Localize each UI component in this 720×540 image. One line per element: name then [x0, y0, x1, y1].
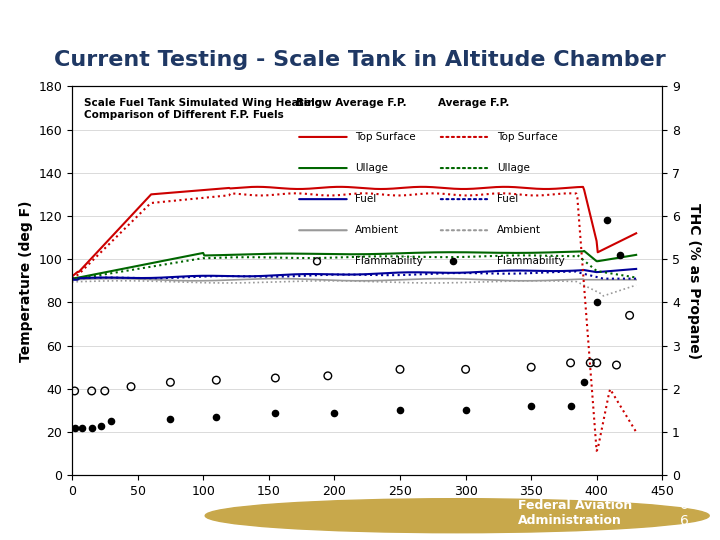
Point: [165, 415, 176, 423]
Text: Below Average F.P.: Below Average F.P.: [297, 98, 407, 108]
Point: [526, 363, 537, 372]
Text: Ullage: Ullage: [356, 163, 388, 173]
Point: [591, 298, 603, 307]
Point: [69, 423, 81, 432]
Point: [269, 374, 281, 382]
Point: [95, 421, 107, 430]
Point: [210, 376, 222, 384]
Point: [564, 359, 576, 367]
Text: Wing Tank Flammability Studies
April 17, 2007: Wing Tank Flammability Studies April 17,…: [14, 502, 192, 524]
Point: [86, 387, 97, 395]
Text: Scale Fuel Tank Simulated Wing Heating
Comparison of Different F.P. Fuels: Scale Fuel Tank Simulated Wing Heating C…: [84, 98, 322, 120]
Text: 6
6: 6 6: [680, 498, 688, 528]
Text: Ambient: Ambient: [497, 225, 541, 235]
Point: [328, 408, 340, 417]
Point: [564, 402, 576, 410]
Y-axis label: Temperature (deg F): Temperature (deg F): [19, 200, 33, 362]
Point: [210, 413, 222, 421]
Point: [395, 365, 406, 374]
Point: [601, 216, 613, 225]
Point: [322, 372, 333, 380]
Point: [77, 423, 89, 432]
Point: [86, 423, 97, 432]
Point: [460, 406, 472, 415]
Point: [67, 470, 78, 478]
Point: [69, 387, 81, 395]
Circle shape: [205, 499, 709, 532]
Point: [99, 387, 111, 395]
Point: [624, 311, 635, 320]
Point: [460, 365, 472, 374]
X-axis label: Time (mins): Time (mins): [316, 503, 418, 518]
Text: Top Surface: Top Surface: [356, 132, 416, 142]
Text: Flammability: Flammability: [356, 256, 423, 266]
Point: [165, 378, 176, 387]
Text: Fuel: Fuel: [356, 194, 377, 204]
Point: [611, 361, 622, 369]
Text: Current Testing - Scale Tank in Altitude Chamber: Current Testing - Scale Tank in Altitude…: [54, 50, 666, 70]
Point: [395, 406, 406, 415]
Point: [106, 417, 117, 426]
Text: Ullage: Ullage: [497, 163, 530, 173]
Point: [269, 408, 281, 417]
Point: [526, 402, 537, 410]
Text: Ambient: Ambient: [356, 225, 400, 235]
Text: Federal Aviation
Administration: Federal Aviation Administration: [518, 500, 633, 527]
Point: [125, 382, 137, 391]
Text: Top Surface: Top Surface: [497, 132, 558, 142]
Point: [578, 378, 590, 387]
Point: [585, 359, 596, 367]
Text: Fuel: Fuel: [497, 194, 518, 204]
Point: [615, 251, 626, 259]
Point: [67, 470, 78, 478]
Text: Average F.P.: Average F.P.: [438, 98, 510, 108]
Y-axis label: THC (% as Propane): THC (% as Propane): [687, 202, 701, 359]
Point: [591, 359, 603, 367]
Text: Flammability: Flammability: [497, 256, 564, 266]
